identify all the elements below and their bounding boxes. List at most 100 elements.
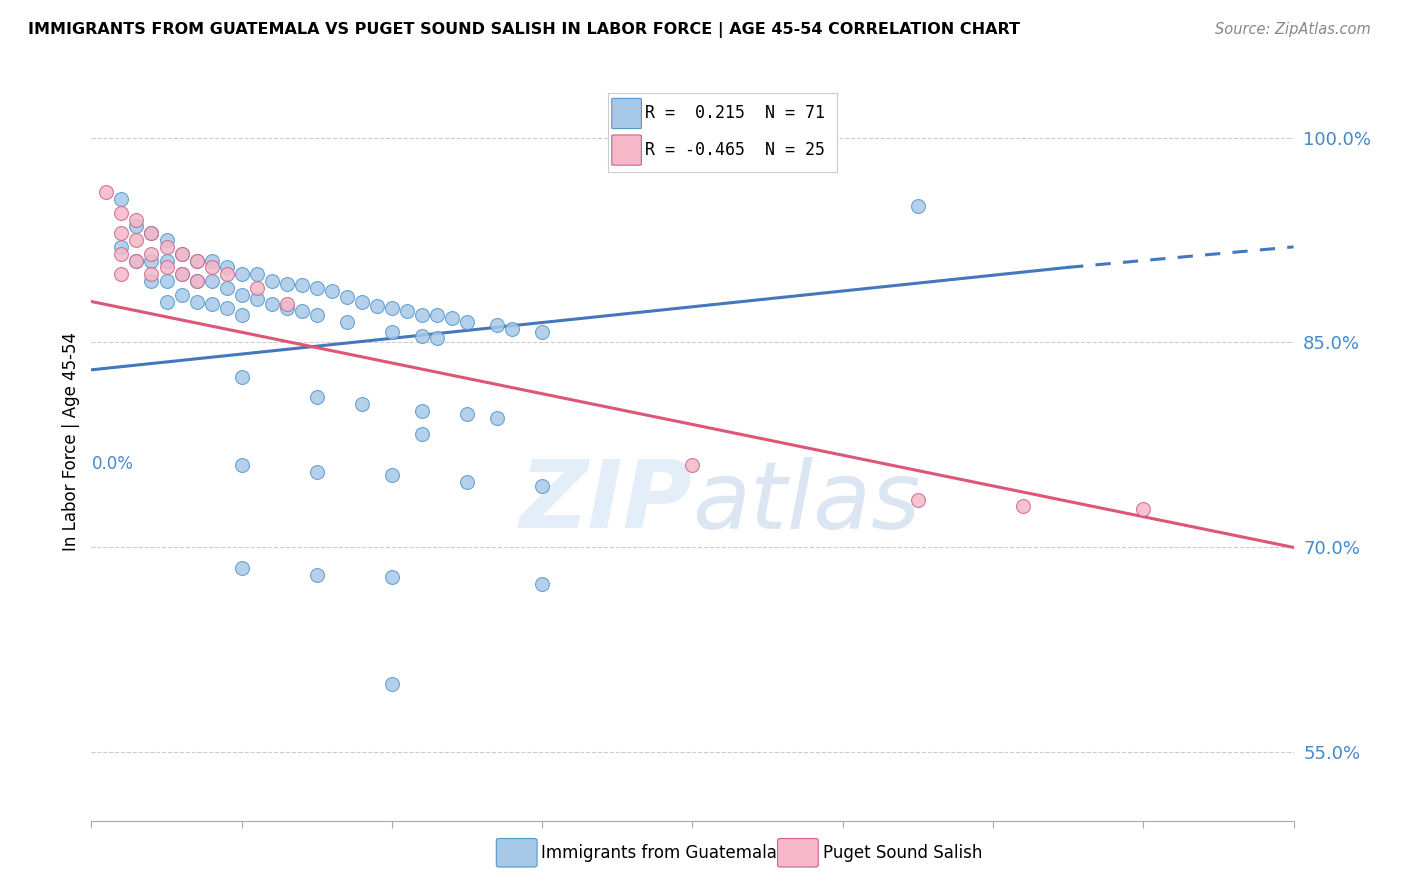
Point [155,274,177,288]
Point [381,301,404,316]
Point [155,233,177,247]
Point [201,297,224,311]
Point [260,274,283,288]
Point [426,308,449,322]
Point [411,404,433,418]
Point [110,267,132,281]
Text: atlas: atlas [692,457,921,548]
Point [395,304,418,318]
Point [215,267,238,281]
Point [125,212,148,227]
Point [276,297,298,311]
Point [231,267,253,281]
Point [486,318,509,332]
Point [305,567,328,582]
Point [201,260,224,275]
Point [186,274,208,288]
Point [381,570,404,584]
Point [170,267,193,281]
Point [215,281,238,295]
Point [501,322,523,336]
Point [486,410,509,425]
Point [110,205,132,219]
Point [291,278,314,293]
Point [125,253,148,268]
Point [170,267,193,281]
Point [246,281,269,295]
Point [411,308,433,322]
Text: Immigrants from Guatemala: Immigrants from Guatemala [541,844,778,862]
Point [1132,502,1154,516]
Point [155,240,177,254]
Point [231,458,253,473]
Point [141,253,163,268]
Point [381,677,404,691]
Point [141,226,163,240]
Point [531,479,554,493]
Text: ZIP: ZIP [520,456,692,549]
Point [141,267,163,281]
Point [125,253,148,268]
Point [350,294,373,309]
Point [456,407,478,421]
Point [336,315,359,329]
Point [125,233,148,247]
Point [1012,500,1035,514]
Point [411,427,433,442]
Point [155,294,177,309]
Point [426,331,449,345]
Point [201,253,224,268]
Point [321,284,343,298]
Point [96,185,118,199]
Point [215,301,238,316]
Point [305,465,328,479]
Point [366,299,388,313]
Point [381,325,404,339]
Y-axis label: In Labor Force | Age 45-54: In Labor Force | Age 45-54 [62,332,80,551]
Text: IMMIGRANTS FROM GUATEMALA VS PUGET SOUND SALISH IN LABOR FORCE | AGE 45-54 CORRE: IMMIGRANTS FROM GUATEMALA VS PUGET SOUND… [28,22,1021,38]
Point [231,308,253,322]
Text: 0.0%: 0.0% [91,455,134,473]
Point [305,281,328,295]
Text: Source: ZipAtlas.com: Source: ZipAtlas.com [1215,22,1371,37]
Point [141,246,163,260]
Point [170,246,193,260]
Point [110,192,132,206]
Point [110,226,132,240]
Point [305,390,328,404]
Point [110,246,132,260]
Point [186,274,208,288]
Point [305,308,328,322]
Point [186,294,208,309]
Point [907,492,929,507]
Point [381,468,404,483]
Point [125,219,148,234]
Point [440,310,463,325]
Point [350,397,373,411]
Point [141,226,163,240]
Point [231,561,253,575]
Point [231,287,253,301]
Point [456,475,478,489]
Point [110,240,132,254]
Point [231,369,253,384]
Point [531,325,554,339]
Point [907,199,929,213]
Point [411,328,433,343]
Point [170,287,193,301]
Point [336,290,359,304]
Point [215,260,238,275]
Point [531,577,554,591]
Point [170,246,193,260]
Point [155,253,177,268]
Text: Puget Sound Salish: Puget Sound Salish [823,844,981,862]
Point [246,292,269,306]
Point [201,274,224,288]
Point [456,315,478,329]
Point [186,253,208,268]
Point [291,304,314,318]
Point [141,274,163,288]
Point [186,253,208,268]
Point [155,260,177,275]
Point [276,277,298,291]
